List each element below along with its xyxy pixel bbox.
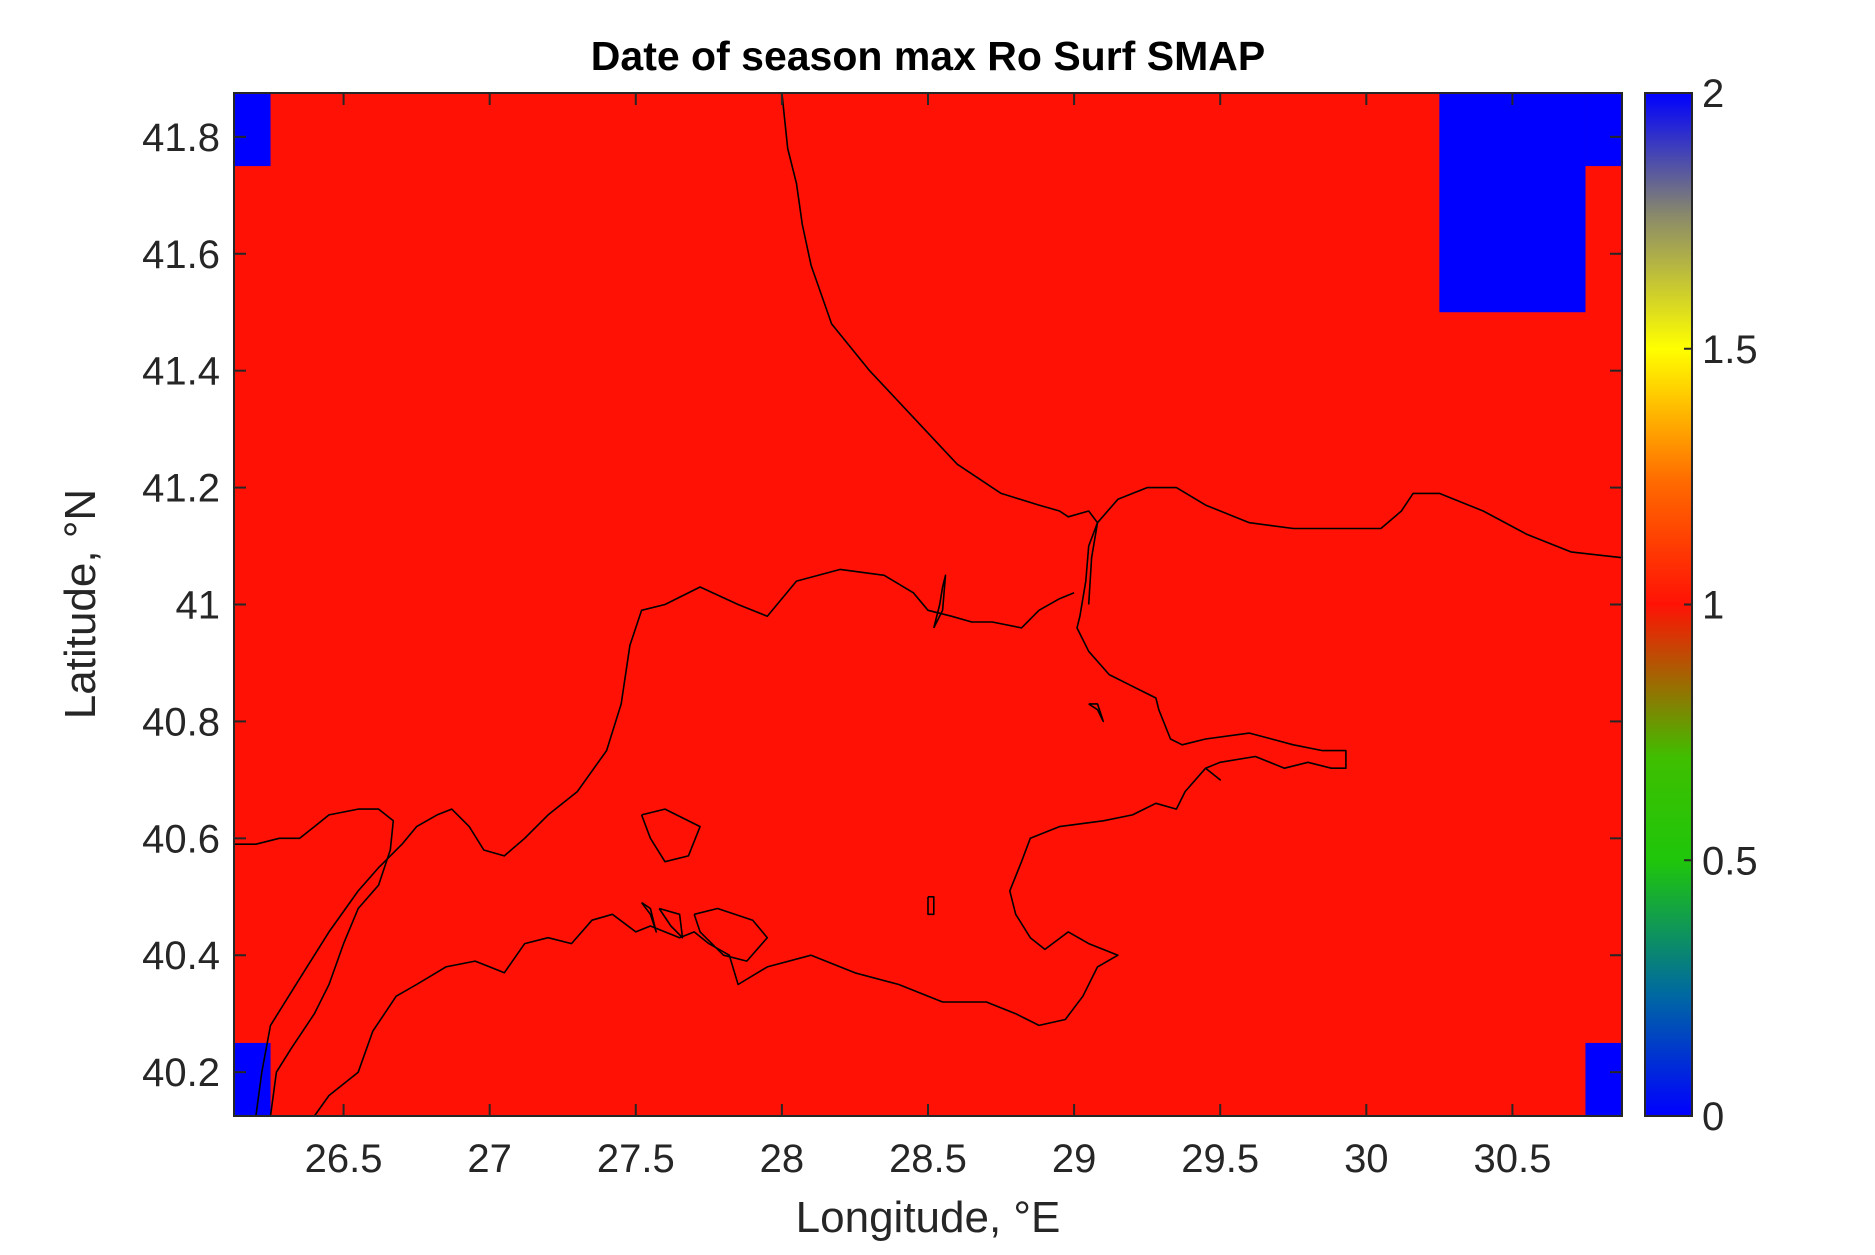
y-tick-label: 41.2 <box>142 467 220 511</box>
x-tick-label: 27.5 <box>597 1137 675 1181</box>
colorbar-tick-label: 0 <box>1702 1095 1724 1139</box>
chart-title: Date of season max Ro Surf SMAP <box>591 33 1265 79</box>
coastline-1 <box>313 521 1347 1116</box>
x-tick-label: 29.5 <box>1181 1137 1259 1181</box>
heatmap-cell-4 <box>1585 1042 1622 1116</box>
heatmap-cell-3 <box>1585 93 1622 167</box>
coastlines <box>234 93 1622 1116</box>
y-tick-label: 41.6 <box>142 233 220 277</box>
colorbar-tick-label: 2 <box>1702 72 1724 116</box>
x-tick-label: 27 <box>467 1137 512 1181</box>
y-tick-label: 40.8 <box>142 700 220 744</box>
x-axis: 26.5 27 27.5 28 28.5 29 29.5 30 30.5 <box>305 93 1551 1181</box>
coastline-9 <box>933 574 947 629</box>
x-tick-label: 26.5 <box>305 1137 383 1181</box>
coastline-7 <box>693 907 769 962</box>
colorbar: 0 0.5 1 1.5 2 <box>1644 72 1758 1139</box>
x-axis-label: Longitude, °E <box>796 1193 1061 1242</box>
y-tick-label: 41.4 <box>142 350 220 394</box>
y-tick-label: 40.2 <box>142 1051 220 1095</box>
y-tick-label: 41.8 <box>142 116 220 160</box>
heatmap-background <box>234 93 1622 1116</box>
colorbar-tick-label: 1 <box>1702 584 1724 628</box>
coastline-11 <box>1096 486 1622 559</box>
x-tick-label: 28 <box>760 1137 805 1181</box>
y-axis: 40.2 40.4 40.6 40.8 41 41.2 41.4 41.6 41.8 <box>142 116 1622 1095</box>
coastline-5 <box>640 901 658 933</box>
x-tick-label: 30 <box>1344 1137 1389 1181</box>
heatmap-cell-0 <box>234 93 271 167</box>
colorbar-ticks: 0 0.5 1 1.5 2 <box>1684 72 1758 1139</box>
coastline-10 <box>1088 703 1105 723</box>
coastline-0 <box>781 93 1099 524</box>
y-tick-label: 40.6 <box>142 817 220 861</box>
plot-area: 26.5 27 27.5 28 28.5 29 29.5 30 30.5 40.240.440.… <box>142 92 1623 1181</box>
y-tick-label: 40.4 <box>142 934 220 978</box>
x-tick-label: 30.5 <box>1473 1137 1551 1181</box>
heatmap-cell-2 <box>1439 93 1586 313</box>
coastline-6 <box>658 907 684 939</box>
y-tick-label: 41 <box>176 584 221 628</box>
y-axis-label: Latitude, °N <box>56 489 105 719</box>
coastline-2 <box>255 568 1075 1116</box>
colorbar-tick-label: 1.5 <box>1702 328 1758 372</box>
x-tick-label: 28.5 <box>889 1137 967 1181</box>
x-tick-label: 29 <box>1052 1137 1097 1181</box>
coastline-4 <box>640 808 701 863</box>
colorbar-tick-label: 0.5 <box>1702 839 1758 883</box>
coastline-3 <box>234 808 395 1116</box>
coastline-8 <box>927 895 935 916</box>
